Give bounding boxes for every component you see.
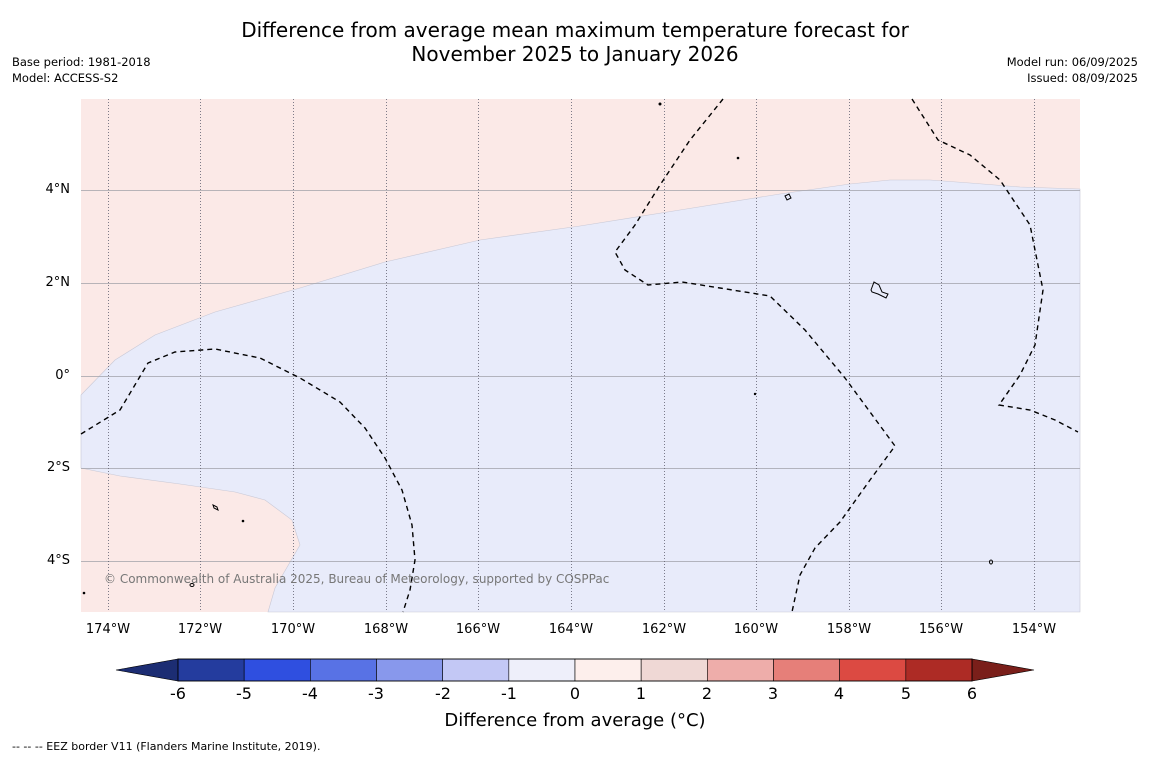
lat-label-4n: 4°N bbox=[45, 182, 71, 197]
colorbar-segment bbox=[905, 658, 973, 682]
island-small-5 bbox=[241, 519, 245, 523]
colorbar-segment bbox=[376, 658, 443, 682]
eez-borders bbox=[80, 98, 1079, 613]
colorbar-segment bbox=[243, 658, 311, 682]
model-name: Model: ACCESS-S2 bbox=[12, 71, 119, 85]
colorbar-segment bbox=[640, 658, 708, 682]
colorbar-tick: -5 bbox=[236, 684, 252, 703]
eez-footnote: -- -- -- EEZ border V11 (Flanders Marine… bbox=[12, 740, 321, 753]
title-line-1: Difference from average mean maximum tem… bbox=[241, 18, 909, 42]
colorbar-over-triangle bbox=[971, 658, 1035, 682]
island-small-2 bbox=[989, 559, 993, 565]
lon-label-168w: 168°W bbox=[363, 622, 409, 637]
island-small-3 bbox=[658, 102, 662, 106]
island-small-7 bbox=[82, 591, 86, 595]
colorbar-outline bbox=[177, 658, 973, 682]
colorbar-tick: 2 bbox=[701, 684, 713, 703]
colorbar-tick: 6 bbox=[966, 684, 978, 703]
island-small-1 bbox=[189, 583, 195, 587]
lon-label-166w: 166°W bbox=[455, 622, 501, 637]
eez-border-east bbox=[911, 98, 1079, 433]
colorbar-segment bbox=[707, 658, 774, 682]
eez-border-west bbox=[80, 348, 416, 613]
lat-label-2s: 2°S bbox=[46, 460, 70, 475]
island-kiritimati bbox=[870, 281, 889, 299]
colorbar-segment bbox=[574, 658, 642, 682]
island-jarvis bbox=[784, 193, 792, 201]
colorbar-tick: -1 bbox=[501, 684, 517, 703]
colorbar-segments bbox=[177, 658, 973, 682]
colorbar-tick: 4 bbox=[833, 684, 845, 703]
islands bbox=[82, 102, 993, 595]
copyright-notice: © Commonwealth of Australia 2025, Bureau… bbox=[104, 572, 610, 586]
map-cool-region bbox=[80, 179, 1081, 613]
colorbar-tick: 0 bbox=[569, 684, 581, 703]
lon-label-156w: 156°W bbox=[918, 622, 964, 637]
colorbar-segment bbox=[839, 658, 907, 682]
colorbar-tick: 1 bbox=[635, 684, 647, 703]
meta-right: Model run: 06/09/2025 Issued: 08/09/2025 bbox=[1007, 54, 1138, 86]
lon-label-158w: 158°W bbox=[826, 622, 872, 637]
lat-label-2n: 2°N bbox=[45, 275, 71, 290]
colorbar-under-triangle bbox=[115, 658, 179, 682]
colorbar-tick: -6 bbox=[170, 684, 186, 703]
colorbar-tick: -2 bbox=[435, 684, 451, 703]
lon-label-172w: 172°W bbox=[177, 622, 223, 637]
colorbar-segment bbox=[310, 658, 377, 682]
island-kanton bbox=[212, 504, 219, 511]
lon-label-154w: 154°W bbox=[1011, 622, 1057, 637]
colorbar-tick: 5 bbox=[900, 684, 912, 703]
issued-date: Issued: 08/09/2025 bbox=[1027, 71, 1138, 85]
base-period: Base period: 1981-2018 bbox=[12, 55, 151, 69]
chart-title: Difference from average mean maximum tem… bbox=[0, 18, 1150, 66]
eez-border-central bbox=[614, 98, 896, 613]
meta-left: Base period: 1981-2018 Model: ACCESS-S2 bbox=[12, 54, 151, 86]
model-run: Model run: 06/09/2025 bbox=[1006, 55, 1138, 69]
title-line-2: November 2025 to January 2026 bbox=[411, 42, 739, 66]
colorbar-segment bbox=[442, 658, 510, 682]
lon-label-174w: 174°W bbox=[85, 622, 131, 637]
lon-label-170w: 170°W bbox=[270, 622, 316, 637]
map-panel bbox=[80, 98, 1081, 613]
lat-label-4s: 4°S bbox=[46, 553, 70, 568]
lat-gridlines bbox=[81, 190, 1080, 562]
colorbar-segment bbox=[508, 658, 576, 682]
colorbar-label: Difference from average (°C) bbox=[444, 710, 706, 731]
lat-label-0: 0° bbox=[55, 368, 70, 383]
colorbar-segment bbox=[177, 658, 245, 682]
colorbar-tick: 3 bbox=[767, 684, 779, 703]
colorbar-segment bbox=[773, 658, 840, 682]
colorbar-tick: -3 bbox=[368, 684, 384, 703]
island-small-6 bbox=[753, 392, 757, 396]
lon-label-162w: 162°W bbox=[641, 622, 687, 637]
colorbar-tick: -4 bbox=[302, 684, 318, 703]
lon-label-160w: 160°W bbox=[733, 622, 779, 637]
lon-label-164w: 164°W bbox=[548, 622, 594, 637]
island-small-4 bbox=[736, 156, 740, 160]
